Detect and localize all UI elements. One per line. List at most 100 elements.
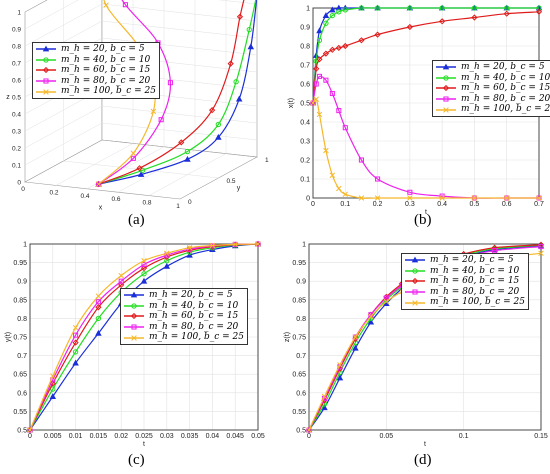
x-tick-label: 0 — [311, 201, 315, 208]
data-point — [118, 278, 124, 284]
y-tick-label: 0.85 — [13, 297, 27, 304]
x-tick-label: 0.045 — [226, 433, 244, 440]
data-point — [72, 359, 79, 366]
data-point — [49, 393, 57, 399]
y-axis-label: x(t) — [288, 98, 295, 108]
x-tick-label: 0.025 — [135, 433, 153, 440]
data-point — [313, 65, 320, 72]
y-tick-label: 0 — [306, 196, 310, 203]
series-line — [98, 0, 257, 185]
z-axis-label: z — [6, 94, 10, 101]
x-tick-label: 0.2 — [373, 201, 383, 208]
data-point — [352, 334, 358, 340]
data-point — [164, 250, 170, 257]
series-line — [98, 0, 245, 185]
legend-swatch — [124, 303, 144, 309]
y-tick-label: 1 — [265, 157, 269, 164]
series-line — [98, 0, 172, 185]
data-point — [407, 5, 413, 11]
z-tick-label: 0.9 — [12, 27, 21, 34]
caption-a: (a) — [128, 212, 145, 228]
data-point — [50, 386, 56, 392]
data-point — [141, 261, 147, 267]
data-point — [96, 181, 102, 187]
y-tick-label: 0.95 — [13, 260, 27, 267]
legend-swatch — [124, 291, 144, 298]
series-line — [312, 98, 539, 199]
data-point — [336, 185, 342, 192]
data-point — [164, 258, 170, 264]
data-point — [407, 189, 413, 195]
data-point — [306, 427, 312, 433]
data-point — [358, 37, 365, 44]
y-tick-label: 0.5 — [296, 428, 306, 435]
legend-item: m_h = 20, b_c = 5 — [404, 255, 525, 266]
legend-marker — [412, 268, 418, 274]
data-point — [95, 315, 102, 322]
legend-item: m_h = 40, b_c = 10 — [404, 266, 525, 277]
data-point — [383, 298, 390, 305]
chart-yt-svg: 0 0.005 0.01 0.015 0.02 0.025 0.03 0.035 0.04 0.0… — [5, 240, 265, 448]
y-tick-label: 0.5 — [300, 101, 310, 108]
data-point — [352, 334, 359, 340]
caption-c: (c) — [128, 452, 145, 468]
legend-item: m_h = 100, b_c = 25 — [435, 104, 550, 115]
legend-label: m_h = 40, b_c = 10 — [430, 265, 520, 276]
legend-marker — [43, 78, 49, 84]
data-point — [313, 81, 319, 87]
data-point — [118, 272, 124, 279]
y-tick-label: 1 — [306, 6, 310, 13]
data-point — [184, 148, 191, 155]
legend-swatch — [436, 85, 456, 92]
y-tick-label: 0.55 — [13, 409, 27, 416]
grid-line-z — [24, 0, 258, 30]
data-point — [118, 281, 125, 289]
data-point — [316, 56, 323, 63]
legend-marker — [443, 75, 449, 81]
x-axis-label: x — [99, 205, 103, 212]
y-tick-label: 0.75 — [13, 335, 27, 342]
legend-marker — [442, 85, 450, 92]
y-tick-label: 0.65 — [13, 372, 27, 379]
y-tick-label: 0.8 — [300, 44, 310, 51]
legend-swatch — [405, 268, 425, 274]
legend-marker — [131, 324, 137, 330]
x-tick-label: 0.7 — [534, 201, 544, 208]
chart-3d-svg: 0 0.1 0.2 0.3 0.4 0.5 0.6 0.7 0.8 0.9 1 0 0.2 0.4 0.6 0… — [6, 0, 269, 212]
legend-item: m_h = 100, b_c = 25 — [404, 297, 525, 308]
data-point — [130, 155, 136, 161]
data-point — [72, 324, 79, 331]
legend-swatch — [36, 45, 56, 52]
series-line — [29, 243, 259, 431]
legend-swatch — [36, 88, 56, 95]
legend-label: m_h = 60, b_c = 15 — [430, 276, 520, 287]
y-tick-label: 0.2 — [300, 158, 310, 165]
data-point — [141, 271, 147, 277]
data-point — [503, 195, 510, 201]
data-point — [342, 42, 349, 50]
x-tick-label: 0 — [21, 186, 25, 193]
legend-item: m_h = 60, b_c = 15 — [123, 311, 244, 322]
legend-item: m_h = 80, b_c = 20 — [435, 94, 550, 105]
data-point — [323, 20, 329, 26]
data-point — [141, 257, 147, 264]
x-axis-label: t — [424, 441, 426, 448]
legend-label: m_h = 60, b_c = 15 — [461, 83, 550, 94]
legend-marker — [412, 289, 418, 295]
data-point — [322, 50, 330, 57]
data-point — [538, 250, 544, 257]
data-point — [232, 241, 238, 248]
data-point — [503, 10, 510, 17]
y-tick-label: 1 — [302, 242, 306, 249]
x-tick-label: 0.005 — [44, 433, 62, 440]
legend-marker — [43, 57, 49, 63]
x-axis-label: t — [143, 441, 145, 448]
data-point — [150, 108, 157, 115]
y-tick-label: 0.4 — [300, 120, 310, 127]
data-point — [337, 362, 343, 368]
grid-line-x — [148, 0, 227, 196]
legend-marker — [442, 63, 450, 70]
grid-line-x — [117, 0, 196, 193]
data-point — [358, 5, 365, 11]
data-point — [342, 125, 348, 131]
